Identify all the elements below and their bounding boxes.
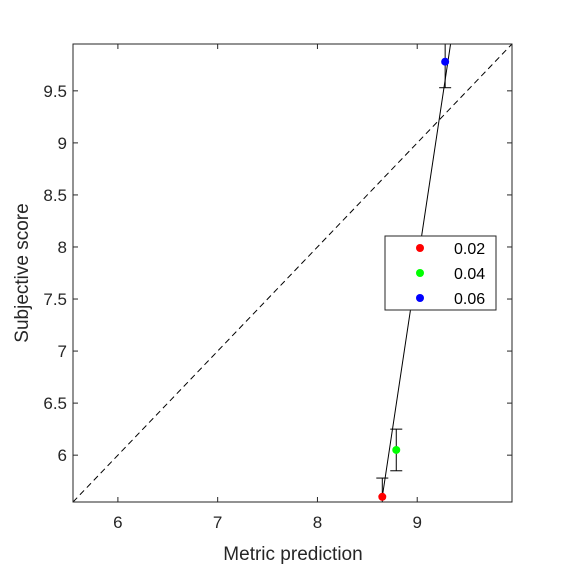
x-tick-label: 7 [213,513,222,532]
y-tick-label: 7 [58,342,67,361]
legend-label-0.02: 0.02 [454,241,485,258]
legend-label-0.04: 0.04 [454,266,485,283]
legend-marker-0.06 [416,294,424,302]
legend-box [384,235,497,311]
data-point-0.04 [392,445,401,454]
y-tick-label: 9.5 [43,82,67,101]
data-point-0.06 [441,57,450,66]
y-tick-label: 8 [58,238,67,257]
legend-marker-0.02 [416,244,424,252]
x-axis-label: Metric prediction [223,544,362,565]
y-tick-label: 6.5 [43,394,67,413]
y-tick-label: 9 [58,134,67,153]
identity-line [73,44,512,502]
y-tick-label: 7.5 [43,290,67,309]
axes-box [72,43,513,503]
legend-label-0.06: 0.06 [454,291,485,308]
x-tick-label: 8 [313,513,322,532]
legend-marker-0.04 [416,269,424,277]
y-tick-label: 8.5 [43,186,67,205]
y-axis-label: Subjective score [12,203,33,342]
y-tick-label: 6 [58,446,67,465]
x-tick-label: 6 [113,513,122,532]
legend: 0.02 0.04 0.06 [384,235,497,311]
axes: 6 7 8 9 6 6.5 7 7.5 8 8.5 9 9.5 [43,43,513,532]
x-tick-label: 9 [412,513,421,532]
data-point-0.02 [378,492,387,501]
